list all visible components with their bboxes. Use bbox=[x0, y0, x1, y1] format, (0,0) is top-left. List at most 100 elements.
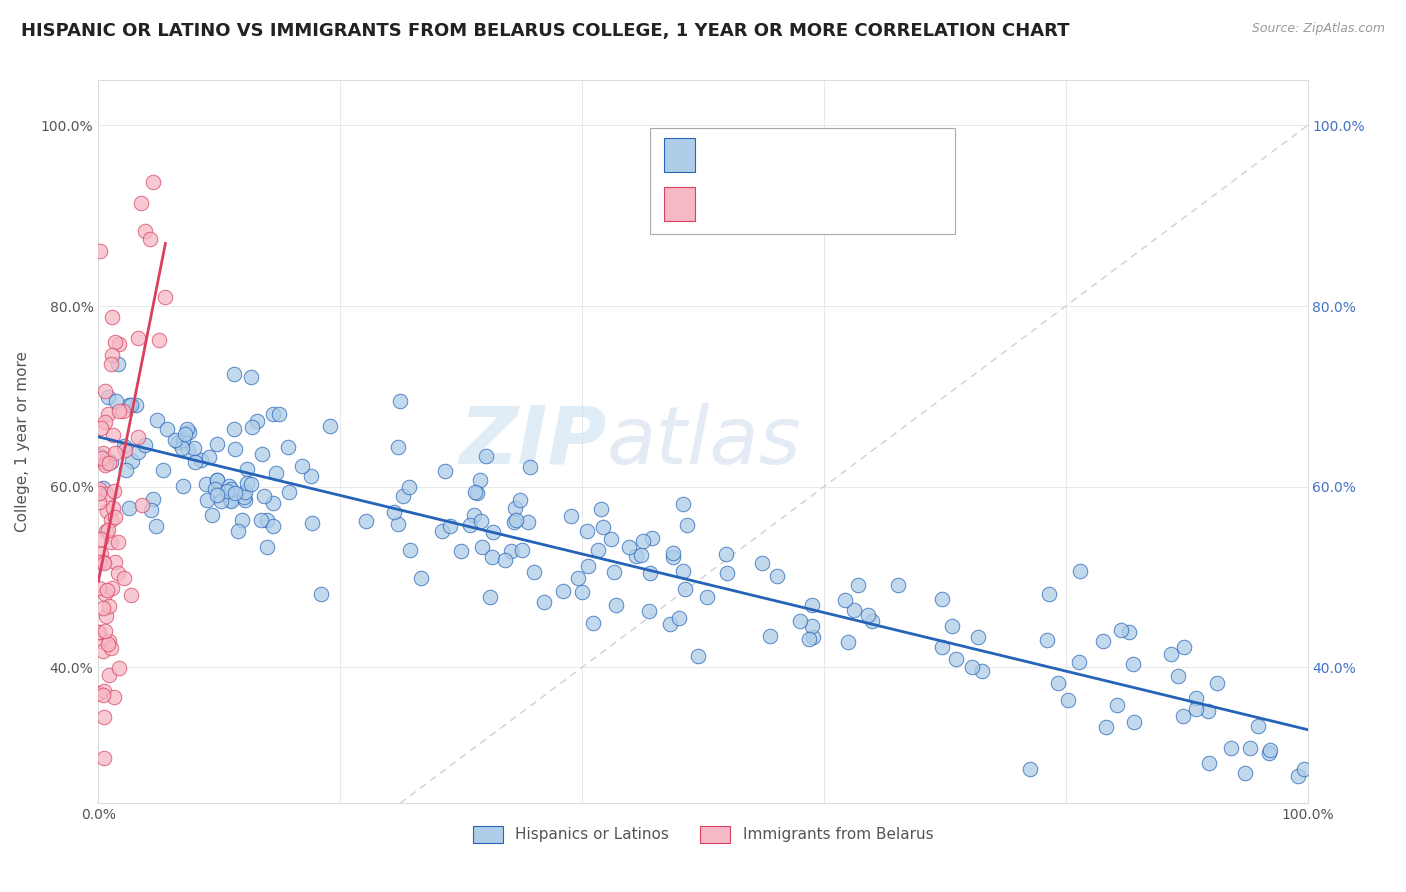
Point bbox=[624, 549, 647, 563]
Point bbox=[533, 595, 555, 609]
Point bbox=[751, 556, 773, 570]
Point bbox=[1184, 690, 1206, 705]
Point bbox=[93, 684, 115, 698]
Point bbox=[931, 592, 953, 607]
Point bbox=[127, 430, 149, 444]
Point bbox=[1118, 624, 1140, 639]
Point bbox=[1095, 720, 1118, 734]
Point bbox=[222, 368, 245, 382]
Point bbox=[103, 690, 125, 704]
Point bbox=[87, 685, 110, 699]
Point bbox=[104, 393, 127, 408]
Point bbox=[505, 512, 527, 526]
Point bbox=[299, 469, 322, 483]
Point bbox=[91, 555, 114, 569]
Point bbox=[392, 489, 415, 503]
Point bbox=[235, 485, 257, 500]
Point bbox=[246, 414, 269, 428]
Point bbox=[124, 398, 146, 412]
Point bbox=[399, 543, 422, 558]
Point bbox=[249, 513, 271, 527]
Point bbox=[1122, 657, 1144, 671]
Point bbox=[231, 513, 253, 527]
Point bbox=[201, 508, 224, 522]
Point bbox=[93, 556, 115, 570]
Point bbox=[176, 422, 198, 436]
Point bbox=[112, 439, 135, 453]
Point bbox=[93, 384, 115, 398]
Point bbox=[152, 463, 174, 477]
Point bbox=[253, 489, 276, 503]
Point bbox=[170, 442, 193, 456]
Point bbox=[931, 640, 953, 654]
Text: N = 201: N = 201 bbox=[825, 146, 900, 164]
Point bbox=[619, 540, 641, 554]
Point bbox=[240, 370, 263, 384]
Point bbox=[672, 498, 695, 512]
Point bbox=[1092, 633, 1115, 648]
Point bbox=[592, 519, 614, 533]
Point bbox=[801, 630, 824, 644]
Point bbox=[103, 483, 125, 498]
Point bbox=[844, 602, 866, 616]
Point bbox=[100, 358, 122, 372]
Point bbox=[219, 482, 242, 496]
Point bbox=[142, 491, 165, 506]
Point bbox=[107, 566, 129, 580]
Point bbox=[209, 494, 232, 508]
Point bbox=[1173, 709, 1195, 723]
Text: ZIP: ZIP bbox=[458, 402, 606, 481]
Point bbox=[1167, 668, 1189, 682]
Point bbox=[252, 447, 274, 461]
Point bbox=[468, 473, 491, 487]
Point bbox=[463, 508, 485, 522]
Point bbox=[1105, 698, 1128, 712]
Point bbox=[98, 599, 121, 613]
Point bbox=[672, 564, 695, 578]
Point bbox=[96, 456, 118, 470]
Point bbox=[139, 502, 162, 516]
Point bbox=[148, 334, 170, 348]
Point bbox=[94, 458, 117, 472]
Point bbox=[93, 587, 115, 601]
Point bbox=[860, 614, 883, 628]
Point bbox=[471, 540, 494, 554]
Point bbox=[107, 404, 129, 418]
Point bbox=[1057, 692, 1080, 706]
Point bbox=[467, 486, 489, 500]
Point bbox=[101, 348, 124, 362]
Point bbox=[134, 224, 156, 238]
Point bbox=[204, 483, 226, 497]
Text: Source: ZipAtlas.com: Source: ZipAtlas.com bbox=[1251, 22, 1385, 36]
Point bbox=[108, 337, 131, 351]
Point bbox=[301, 516, 323, 531]
Point bbox=[100, 641, 122, 656]
Point bbox=[668, 611, 690, 625]
Point bbox=[856, 608, 879, 623]
Point bbox=[766, 569, 789, 583]
Point bbox=[134, 437, 156, 451]
Point bbox=[100, 535, 122, 549]
Point bbox=[190, 452, 212, 467]
Point bbox=[172, 479, 194, 493]
Point bbox=[1234, 766, 1257, 780]
Point bbox=[398, 480, 420, 494]
Point bbox=[638, 604, 661, 618]
Point bbox=[224, 422, 246, 436]
Point bbox=[97, 456, 120, 470]
Point bbox=[107, 535, 129, 549]
Point bbox=[89, 624, 111, 639]
Point bbox=[218, 493, 240, 508]
Point bbox=[167, 435, 190, 450]
Point bbox=[226, 524, 249, 539]
Y-axis label: College, 1 year or more: College, 1 year or more bbox=[15, 351, 30, 532]
Point bbox=[758, 629, 780, 643]
Point bbox=[1109, 623, 1132, 637]
Point bbox=[509, 492, 531, 507]
Point bbox=[523, 565, 546, 579]
Point bbox=[97, 634, 120, 648]
Point bbox=[87, 581, 110, 595]
Point bbox=[430, 524, 453, 538]
Point bbox=[184, 455, 207, 469]
Point bbox=[291, 458, 314, 473]
